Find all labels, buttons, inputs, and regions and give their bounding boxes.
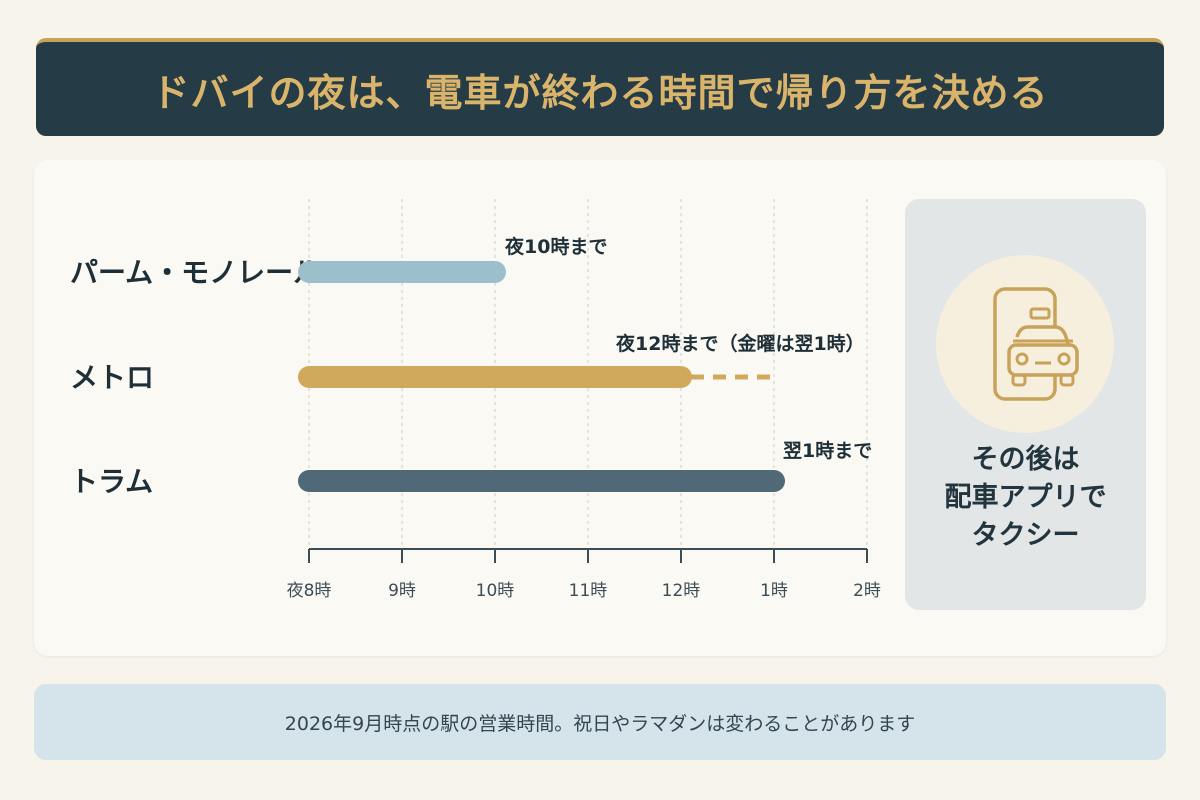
footer-note: 2026年9月時点の駅の営業時間。祝日やラマダンは変わることがあります: [34, 684, 1166, 760]
taxi-app-icon: [993, 287, 1079, 401]
page-title: ドバイの夜は、電車が終わる時間で帰り方を決める: [151, 70, 1049, 115]
x-tick-label: 12時: [662, 581, 701, 601]
category-label: パーム・モノレール: [70, 256, 321, 289]
category-label: トラム: [70, 465, 153, 498]
x-tick-label: 1時: [760, 581, 788, 601]
x-tick-label: 11時: [569, 581, 608, 601]
side-line-2: 配車アプリで: [944, 482, 1107, 513]
end-time-label: 夜12時まで（金曜は翌1時）: [615, 332, 865, 355]
phone-taxi-icon: [936, 255, 1114, 433]
x-tick-label: 夜8時: [287, 581, 332, 601]
x-tick-label: 2時: [853, 581, 881, 601]
end-time-label: 夜10時まで: [504, 235, 607, 258]
end-time-label: 翌1時まで: [783, 440, 872, 462]
x-tick-label: 10時: [476, 581, 515, 601]
footer-text: 2026年9月時点の駅の営業時間。祝日やラマダンは変わることがあります: [284, 712, 916, 735]
category-label: メトロ: [70, 361, 154, 394]
side-line-1: その後は: [971, 444, 1080, 475]
after-hours-panel: その後は 配車アプリで タクシー: [905, 199, 1146, 610]
x-tick-label: 9時: [388, 581, 416, 601]
side-line-3: タクシー: [971, 520, 1080, 551]
title-bar: ドバイの夜は、電車が終わる時間で帰り方を決める: [36, 38, 1164, 136]
